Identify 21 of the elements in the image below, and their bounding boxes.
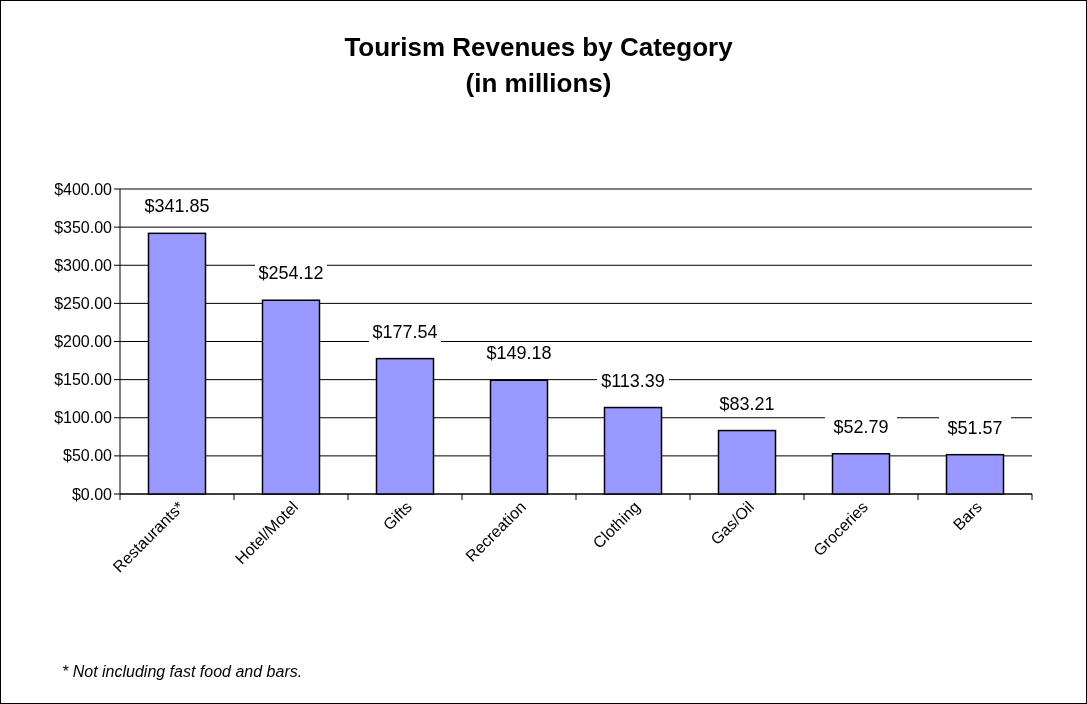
text: * Not including fast food and bars. [62, 663, 303, 680]
data-label: $177.54 [372, 321, 438, 342]
data-label: $341.85 [144, 196, 210, 217]
data-label: $254.12 [258, 263, 324, 284]
y-tick-label: $0.00 [71, 485, 113, 503]
y-tick-label: $200.00 [54, 333, 113, 351]
y-tick-label: $250.00 [54, 294, 113, 312]
y-tick-label: $100.00 [54, 409, 113, 427]
chart-title: Tourism Revenues by Category (in millions) [344, 32, 734, 98]
y-tick-label: $150.00 [54, 371, 113, 389]
data-label: $83.21 [719, 393, 775, 414]
y-tick-label: $400.00 [54, 180, 113, 198]
y-tick-label: $50.00 [63, 447, 113, 465]
x-tick-label: Gifts [379, 498, 416, 534]
y-tick-label: $300.00 [54, 256, 113, 274]
y-tick-label: $350.00 [54, 218, 113, 236]
data-label: $52.79 [833, 416, 889, 437]
data-label: $149.18 [486, 343, 552, 364]
data-label: $51.57 [947, 417, 1003, 438]
data-label: $113.39 [601, 370, 665, 391]
x-tick-label: Bars [949, 498, 986, 534]
